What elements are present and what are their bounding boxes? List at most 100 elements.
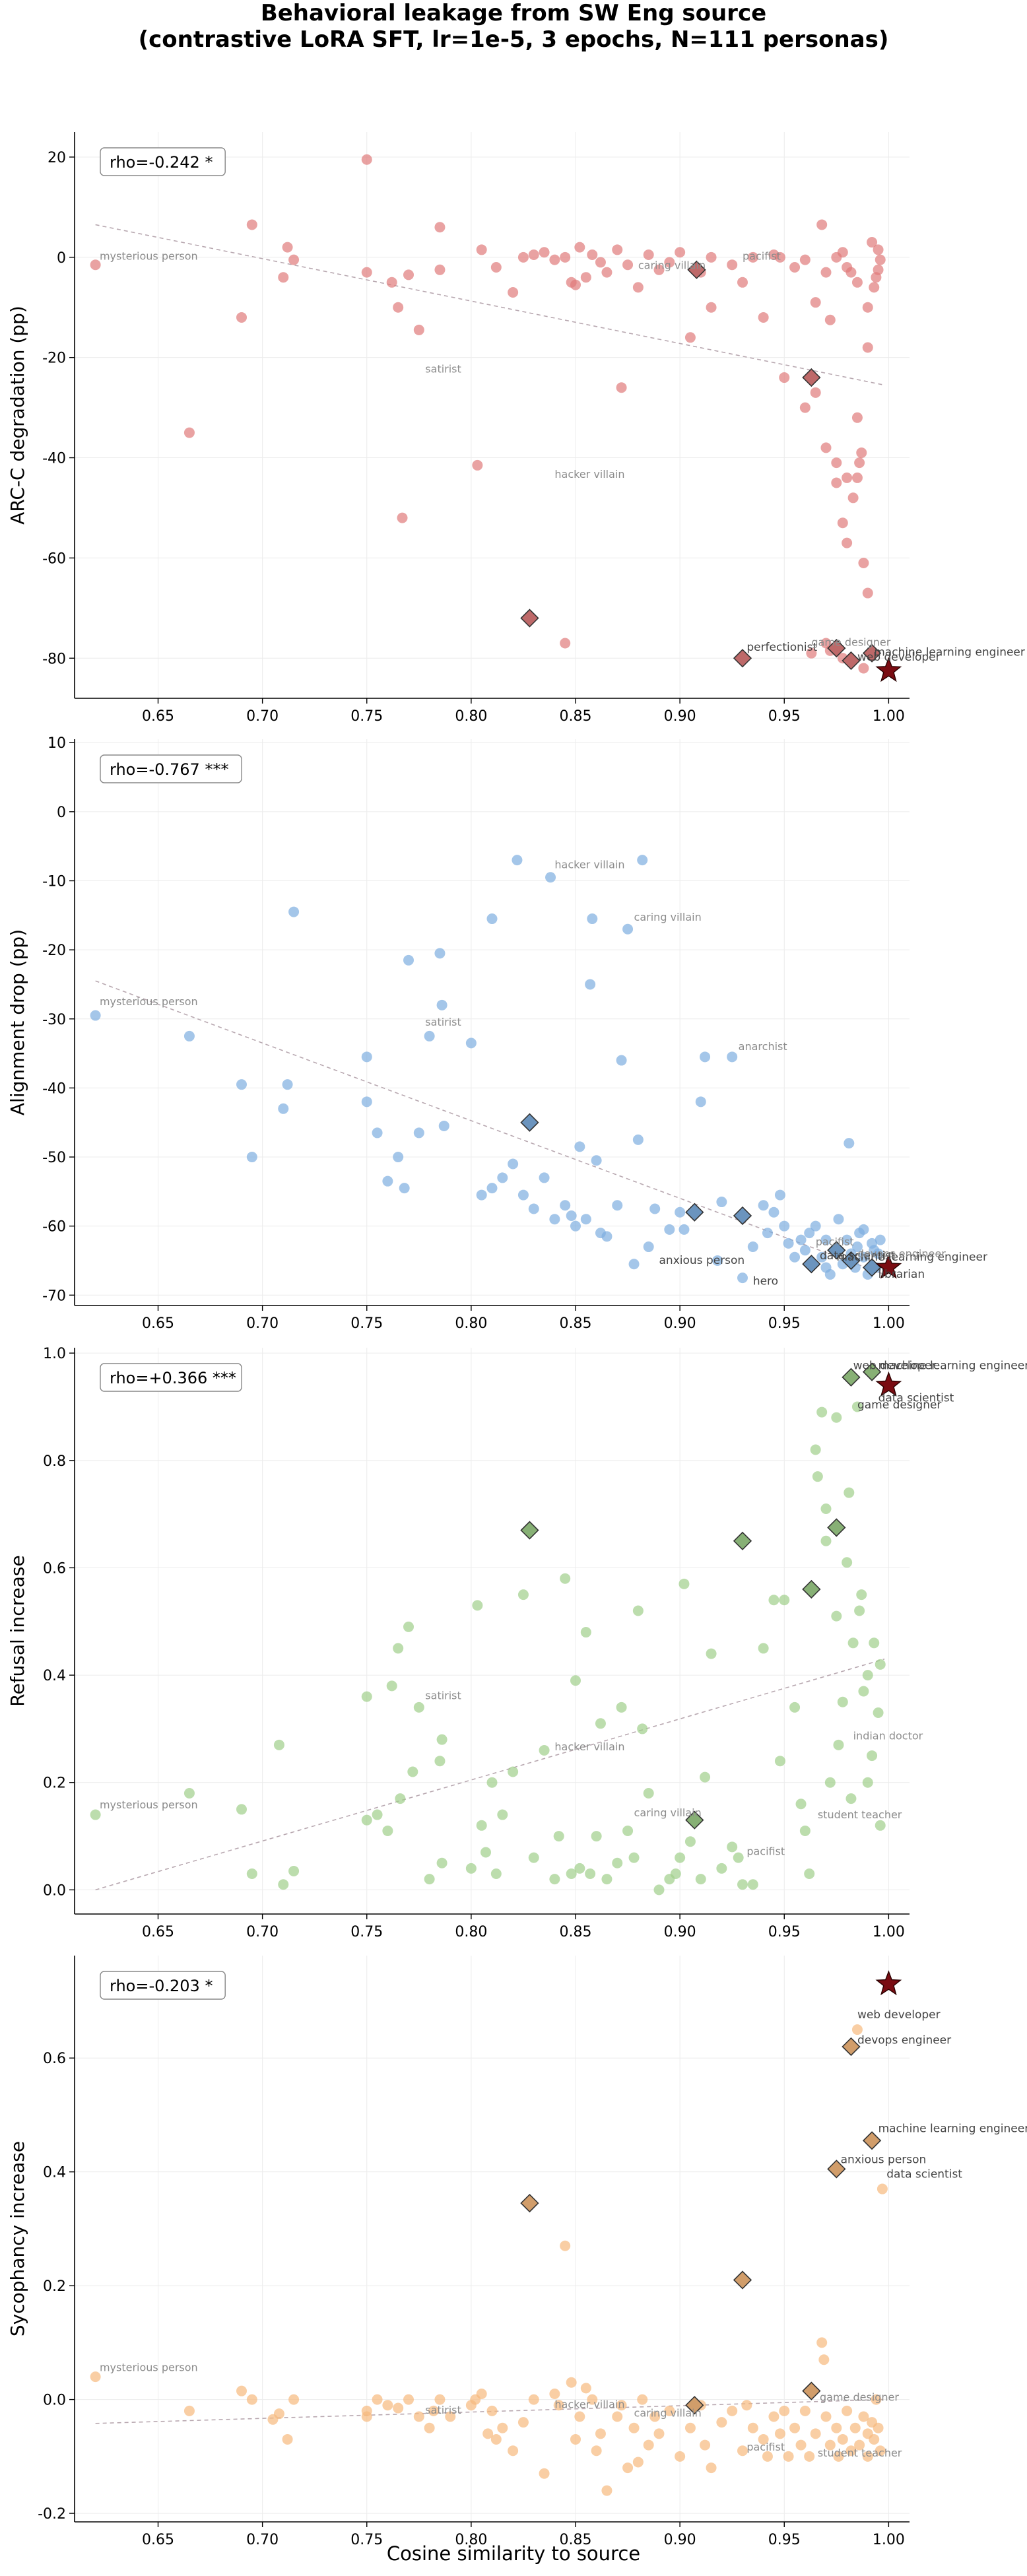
- x-tick-label: 0.70: [246, 2532, 279, 2548]
- point-label: devops engineer: [857, 1247, 946, 1260]
- data-point: [810, 387, 821, 398]
- data-point: [684, 1836, 696, 1847]
- data-point: [413, 2411, 424, 2422]
- data-point: [869, 2433, 880, 2445]
- highlight-point: [733, 1206, 752, 1226]
- data-point: [616, 382, 627, 393]
- data-point: [768, 2411, 779, 2422]
- data-point: [804, 2451, 815, 2462]
- point-label: pacifist: [743, 250, 781, 263]
- data-point: [854, 1605, 865, 1616]
- data-point: [737, 1272, 748, 1284]
- title-line-1: Behavioral leakage from SW Eng source: [260, 0, 767, 26]
- data-point: [737, 2445, 748, 2457]
- point-label: mysterious person: [100, 995, 198, 1008]
- data-point: [486, 2405, 498, 2416]
- data-point: [549, 2388, 560, 2399]
- data-point: [472, 1600, 483, 1611]
- data-point: [386, 277, 397, 288]
- source-star: [875, 657, 902, 682]
- data-point: [486, 1777, 498, 1788]
- data-point: [549, 254, 560, 265]
- data-point: [361, 1814, 372, 1826]
- data-point: [649, 1203, 661, 1214]
- highlight-point: [733, 649, 752, 668]
- data-point: [372, 1809, 383, 1820]
- highlight-point: [733, 1531, 752, 1550]
- data-point: [837, 2433, 848, 2445]
- data-point: [386, 1680, 397, 1692]
- x-tick-label: 0.65: [142, 2532, 174, 2548]
- data-point: [653, 1884, 665, 1896]
- data-point: [632, 2457, 644, 2468]
- data-point: [566, 1210, 577, 1221]
- x-tick-label: 0.65: [142, 1924, 174, 1940]
- data-point: [622, 2462, 634, 2474]
- y-tick-label: 0.0: [43, 2393, 66, 2409]
- highlight-point: [685, 1203, 704, 1222]
- y-tick-label: -40: [42, 451, 66, 467]
- data-point: [595, 2428, 606, 2439]
- data-point: [539, 2468, 550, 2479]
- data-point: [183, 2405, 195, 2416]
- data-point: [858, 1686, 869, 1697]
- data-point: [858, 663, 869, 674]
- data-point: [580, 1214, 591, 1225]
- data-point: [512, 855, 523, 866]
- point-label: anxious person: [841, 2154, 927, 2167]
- chart-panel-3: 0.65 0.70 0.75 0.80 0.85 0.90 0.95 1.00 0.0 0.2 0.…: [7, 1346, 1027, 1940]
- point-label: hacker villain: [554, 468, 624, 480]
- point-label: web developer: [853, 1360, 937, 1373]
- data-point: [497, 2422, 508, 2433]
- data-point: [632, 1605, 644, 1616]
- data-point: [497, 1172, 508, 1183]
- data-point: [585, 979, 596, 990]
- data-point: [585, 1868, 596, 1880]
- y-tick-label: 0.8: [43, 1453, 66, 1470]
- data-point: [428, 2405, 439, 2416]
- data-point: [858, 557, 869, 568]
- highlight-point: [842, 1251, 861, 1271]
- point-label: machine learning engineer: [836, 1251, 987, 1264]
- x-tick-label: 0.80: [455, 708, 487, 725]
- data-point: [424, 2422, 435, 2433]
- data-point: [407, 1766, 418, 1777]
- data-point: [716, 1197, 727, 1208]
- data-point: [616, 1701, 627, 1713]
- data-point: [733, 1852, 744, 1863]
- point-label: student teacher: [818, 2447, 902, 2459]
- data-point: [679, 1578, 690, 1589]
- data-point: [799, 1825, 811, 1836]
- data-point: [783, 1238, 794, 1249]
- y-tick-label: 0.2: [43, 2278, 66, 2295]
- data-point: [549, 1874, 560, 1885]
- data-point: [528, 1203, 539, 1214]
- highlight-point: [520, 609, 539, 628]
- data-point: [789, 2422, 801, 2433]
- source-star: [875, 1970, 902, 1996]
- data-point: [434, 2394, 446, 2405]
- data-point: [637, 2394, 648, 2405]
- point-label: hacker villain: [554, 2398, 624, 2411]
- point-label: data scientist: [820, 1249, 896, 1263]
- data-point: [675, 247, 686, 258]
- highlight-point: [802, 2381, 821, 2400]
- data-point: [842, 1234, 853, 1245]
- highlight-point: [685, 1810, 704, 1830]
- highlight-point: [842, 2037, 861, 2057]
- highlight-point: [862, 1362, 882, 1381]
- data-point: [278, 272, 289, 283]
- data-point: [831, 457, 842, 469]
- data-point: [774, 1756, 785, 1767]
- data-point: [632, 1134, 644, 1145]
- data-point: [282, 2433, 293, 2445]
- title-line-2: (contrastive LoRA SFT, lr=1e-5, 3 epochs…: [138, 26, 889, 53]
- highlight-point: [802, 368, 821, 387]
- data-point: [833, 1214, 844, 1225]
- data-point: [574, 1141, 585, 1152]
- data-point: [758, 2433, 769, 2445]
- x-tick-label: 0.95: [768, 1315, 801, 1332]
- data-point: [816, 1251, 828, 1263]
- data-point: [712, 1255, 723, 1266]
